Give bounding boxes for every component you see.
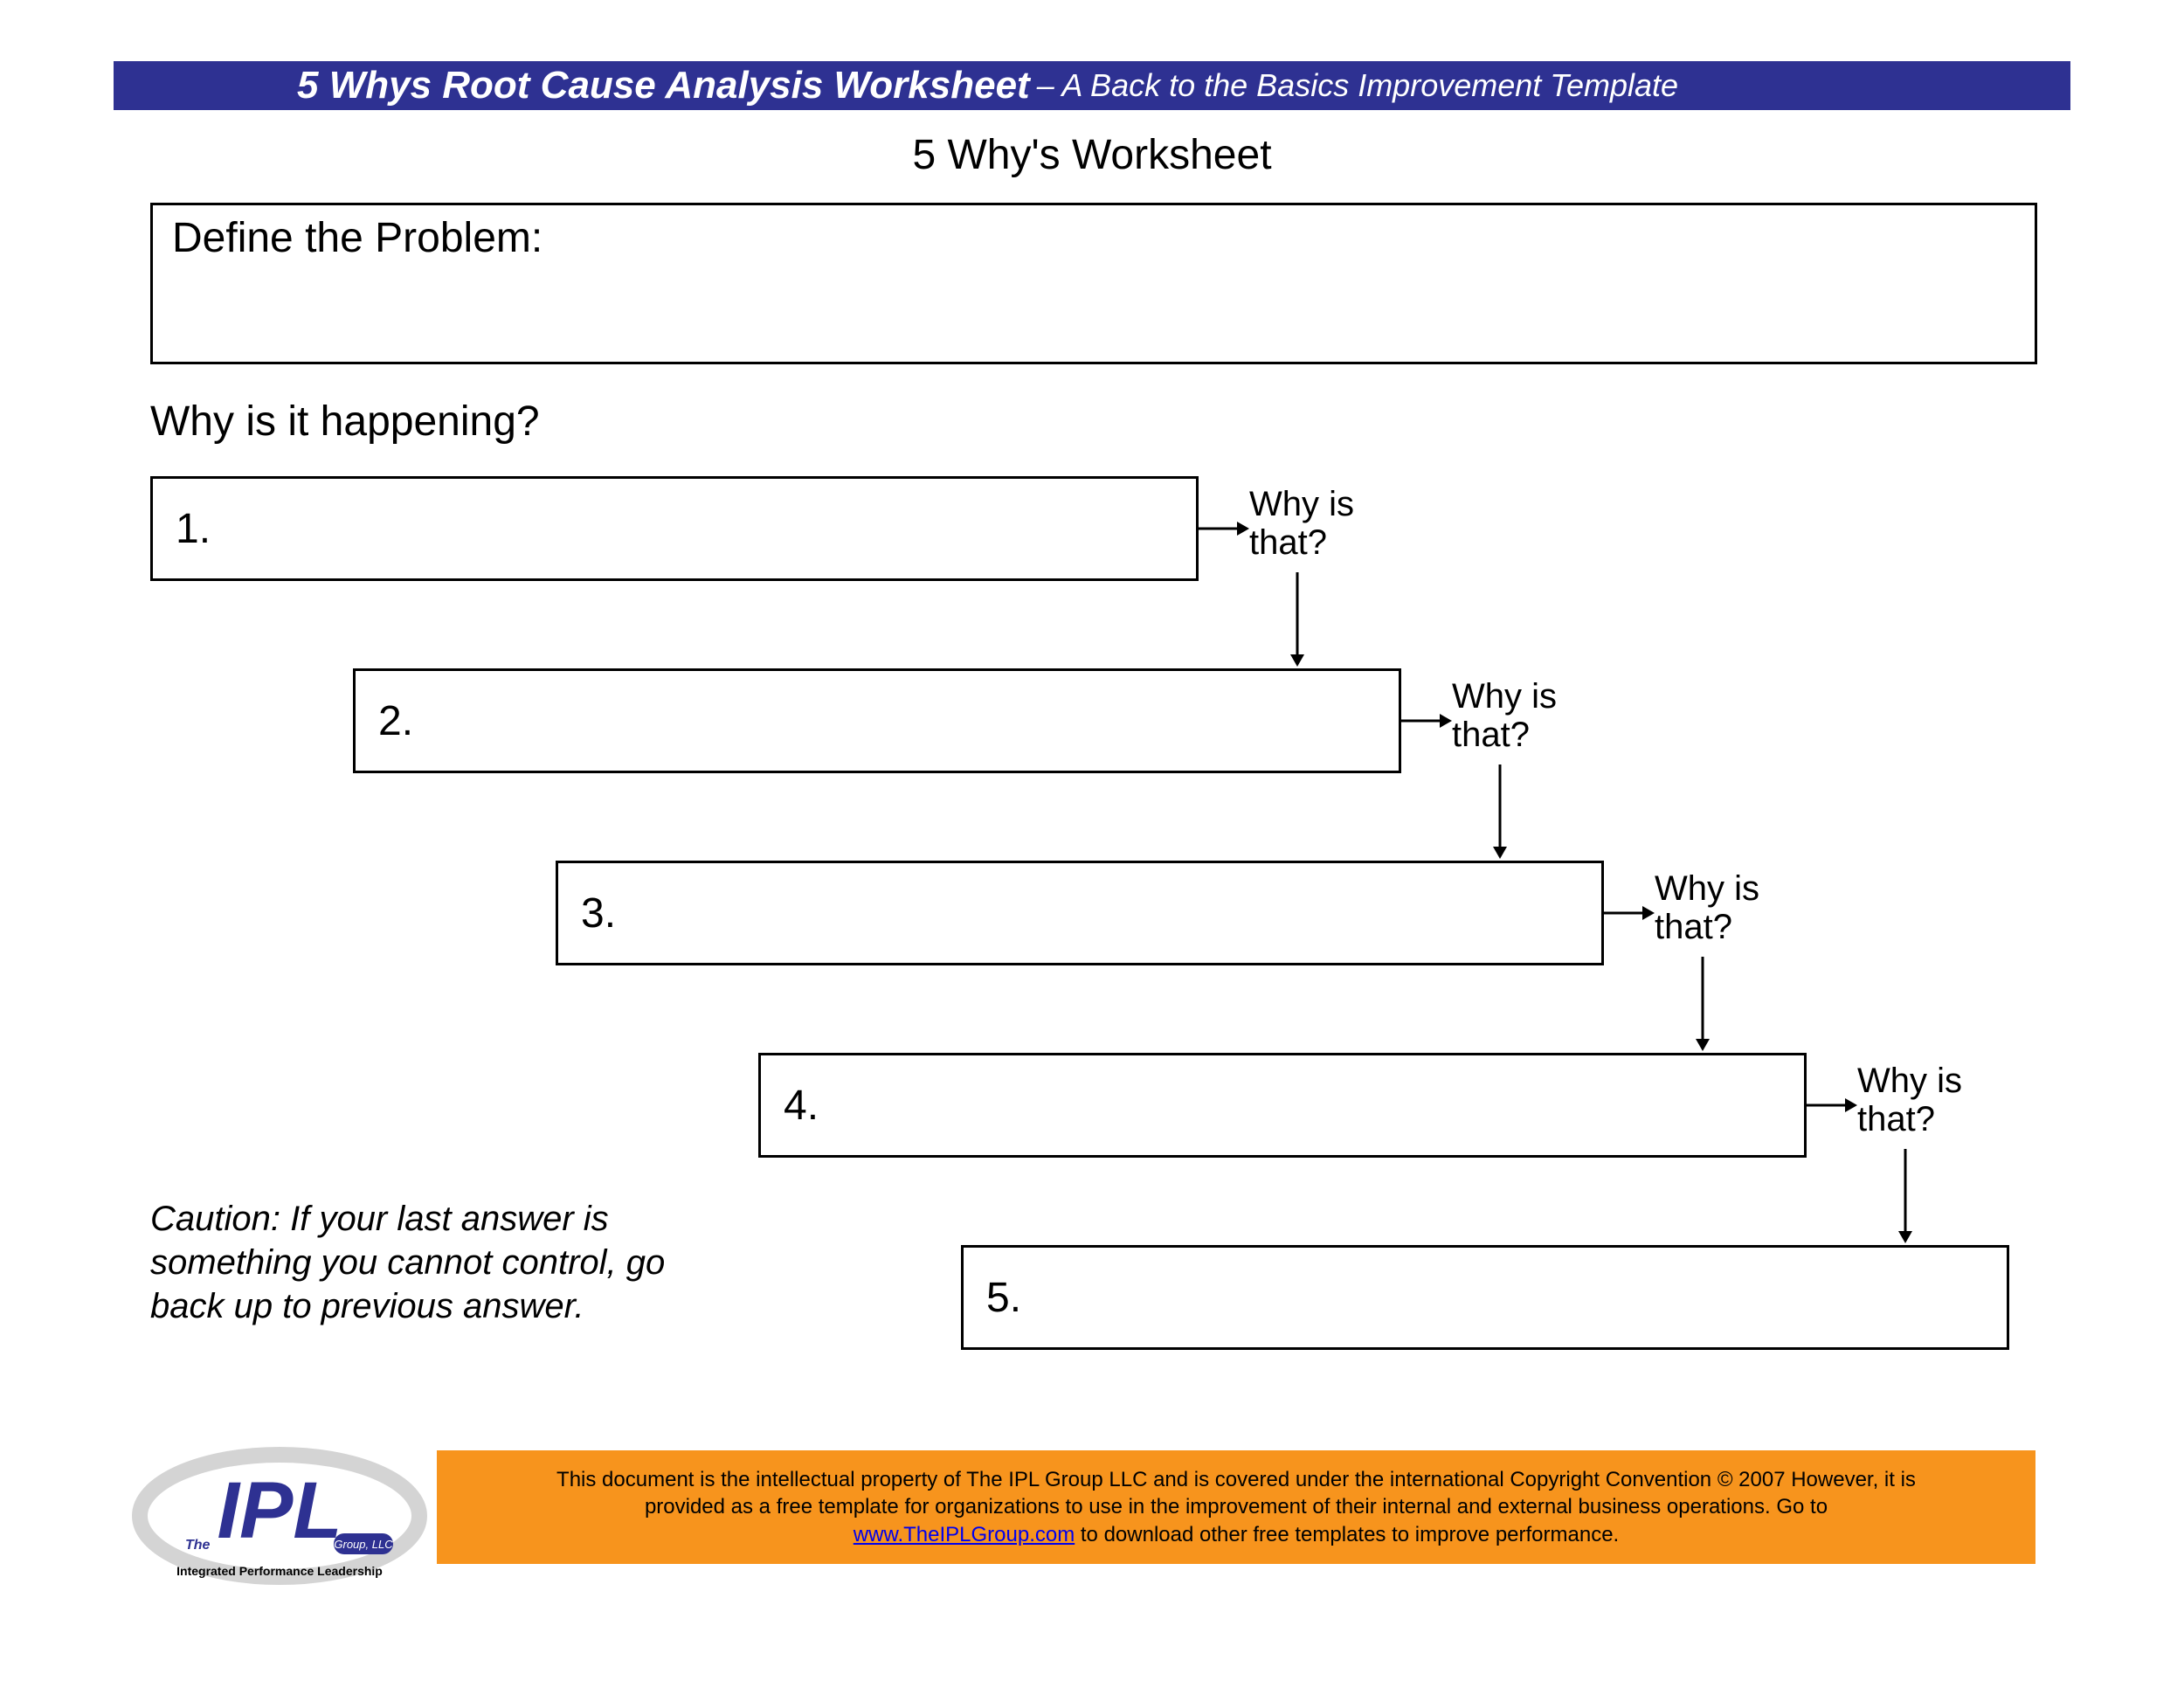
why-box-1: 1. — [150, 476, 1199, 581]
svg-text:The: The — [185, 1538, 211, 1553]
arrow-right-icon — [1807, 1092, 1859, 1118]
why-is-that-label-4: Why is that? — [1857, 1062, 1962, 1138]
footer-bar: This document is the intellectual proper… — [437, 1450, 2035, 1564]
svg-text:Integrated Performance Leaders: Integrated Performance Leadership — [176, 1564, 383, 1578]
caution-note: Caution: If your last answer is somethin… — [150, 1197, 727, 1328]
why-is-that-label-1: Why is that? — [1249, 485, 1354, 562]
svg-text:Group, LLC: Group, LLC — [334, 1538, 393, 1551]
why-box-3: 3. — [556, 861, 1604, 965]
why-box-3-number: 3. — [581, 889, 616, 937]
why-is-that-label-3: Why is that? — [1655, 869, 1759, 946]
banner-subtitle: – A Back to the Basics Improvement Templ… — [1037, 67, 1678, 104]
arrow-right-icon — [1199, 515, 1251, 542]
footer-line-2: provided as a free template for organiza… — [472, 1493, 2001, 1520]
define-problem-label: Define the Problem: — [172, 214, 2015, 262]
logo-text: IPL — [217, 1466, 342, 1555]
why-box-4: 4. — [758, 1053, 1807, 1158]
arrow-down-icon — [1487, 764, 1513, 861]
why-box-1-number: 1. — [176, 505, 211, 553]
why-box-4-number: 4. — [784, 1082, 819, 1130]
why-box-2-number: 2. — [378, 697, 413, 745]
banner-title: 5 Whys Root Cause Analysis Worksheet — [297, 64, 1030, 107]
arrow-down-icon — [1892, 1149, 1918, 1245]
why-box-5: 5. — [961, 1245, 2009, 1350]
page-subtitle: 5 Why's Worksheet — [0, 131, 2184, 179]
why-is-that-label-2: Why is that? — [1452, 677, 1557, 754]
footer-line-1: This document is the intellectual proper… — [472, 1466, 2001, 1493]
footer-line-3: www.TheIPLGroup.com to download other fr… — [472, 1521, 2001, 1548]
arrow-right-icon — [1604, 900, 1656, 926]
title-banner: 5 Whys Root Cause Analysis Worksheet – A… — [114, 61, 2070, 110]
arrow-right-icon — [1401, 708, 1454, 734]
footer-line-3-suffix: to download other free templates to impr… — [1075, 1523, 1619, 1546]
footer-link[interactable]: www.TheIPLGroup.com — [854, 1523, 1075, 1546]
arrow-down-icon — [1284, 572, 1310, 668]
why-box-2: 2. — [353, 668, 1401, 773]
why-box-5-number: 5. — [986, 1274, 1021, 1322]
why-happening-label: Why is it happening? — [150, 398, 540, 446]
define-problem-box: Define the Problem: — [150, 203, 2037, 364]
ipl-logo: IPL Group, LLC The Integrated Performanc… — [131, 1420, 428, 1595]
arrow-down-icon — [1690, 957, 1716, 1053]
